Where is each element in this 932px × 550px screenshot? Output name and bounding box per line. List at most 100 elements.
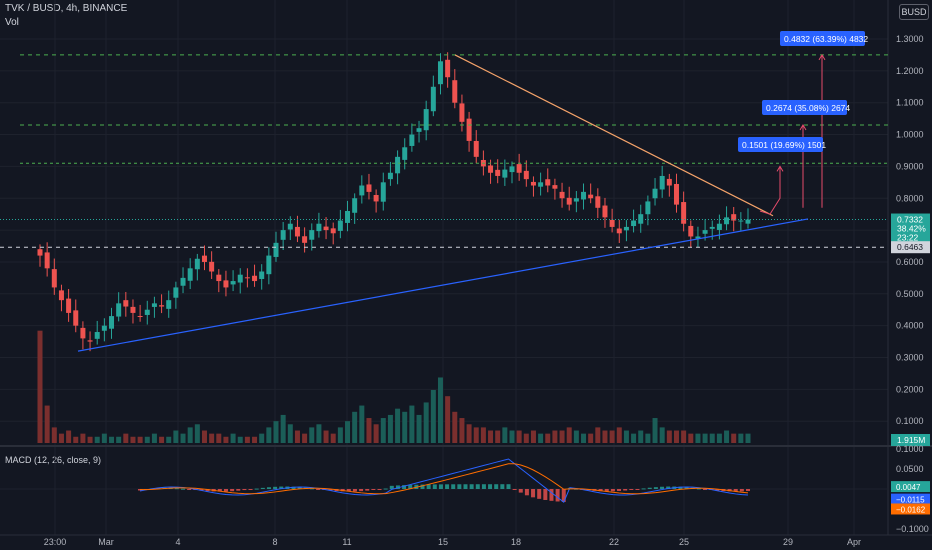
candle-body (566, 197, 572, 205)
candle-body (588, 194, 594, 199)
macd-histogram-bar (617, 489, 622, 492)
candle-body (151, 303, 157, 307)
candle-body (695, 236, 701, 239)
macd-histogram-bar (316, 489, 321, 490)
volume-bar (495, 430, 501, 443)
candle-body (430, 86, 436, 112)
candle-body (159, 305, 165, 307)
volume-bar (137, 436, 143, 443)
candle-body (738, 220, 744, 222)
macd-indicator-label[interactable]: MACD (12, 26, close, 9) (5, 455, 102, 465)
price-axis-tick: 1.1000 (896, 98, 924, 108)
macd-histogram-bar (445, 484, 450, 489)
currency-button[interactable]: BUSD (899, 4, 929, 20)
macd-histogram-bar (156, 487, 161, 489)
volume-bar (452, 411, 458, 443)
time-axis-tick: Mar (98, 537, 114, 547)
volume-bar (209, 433, 215, 443)
price-axis-tick: 0.1000 (896, 416, 924, 426)
time-axis-tick: 15 (438, 537, 448, 547)
volume-bar (402, 411, 408, 443)
macd-histogram-bar (518, 489, 523, 493)
macd-histogram-bar (500, 484, 505, 489)
macd-histogram-bar (402, 485, 407, 489)
candle-body (252, 275, 258, 282)
candle-body (402, 147, 408, 160)
volume-bar (302, 433, 308, 443)
macd-histogram-bar (696, 488, 701, 490)
macd-histogram-bar (223, 489, 228, 492)
volume-bar (423, 402, 429, 443)
volume-bar (409, 405, 415, 443)
candle-body (209, 261, 215, 272)
candle-body (545, 179, 551, 186)
volume-bar (101, 433, 107, 443)
volume-bar (166, 436, 172, 443)
volume-bar (237, 436, 243, 443)
candle-body (166, 300, 172, 309)
macd-histogram-bar (389, 485, 394, 489)
volume-bar (652, 418, 658, 443)
macd-histogram-bar (451, 484, 456, 489)
arrow-head-icon (818, 53, 826, 61)
volume-bar (387, 414, 393, 443)
candle-body (473, 141, 479, 157)
price-axis-tick: 0.8000 (896, 193, 924, 203)
volume-indicator-label[interactable]: Vol (5, 17, 19, 28)
macd-histogram-bar (187, 489, 192, 490)
ascending-trendline (77, 218, 809, 352)
candle-body (109, 316, 115, 329)
macd-histogram-bar (254, 488, 259, 490)
candle-body (101, 325, 107, 331)
macd-histogram-bar (432, 484, 437, 489)
volume-bar (659, 427, 665, 443)
macd-histogram-bar (377, 489, 382, 490)
macd-histogram-bar (365, 489, 370, 491)
candle-body (323, 226, 329, 231)
candle-body (523, 170, 529, 180)
macd-value-label: 0.0047 (896, 483, 921, 492)
macd-histogram-bar (469, 484, 474, 489)
volume-bar (688, 433, 694, 443)
candle-body (366, 184, 372, 192)
candle-body (359, 185, 365, 196)
candle-body (230, 281, 236, 285)
volume-bar (538, 433, 544, 443)
volume-bar (559, 430, 565, 443)
candle-body (530, 181, 536, 186)
volume-bar (116, 436, 122, 443)
candle-body (66, 298, 72, 313)
volume-bar (244, 436, 250, 443)
volume-bar (352, 411, 358, 443)
macd-value-label-bg (891, 493, 930, 505)
last-price-value: 0.7332 (897, 215, 923, 225)
candle-body (437, 61, 443, 85)
macd-histogram-bar (524, 489, 529, 496)
volume-bar (638, 430, 644, 443)
volume-bar (731, 433, 737, 443)
candle-body (316, 223, 322, 232)
macd-histogram-bar (739, 489, 744, 492)
candle-body (266, 255, 272, 275)
candle-body (623, 226, 629, 231)
macd-histogram-bar (180, 488, 185, 490)
price-axis-tick: 0.5000 (896, 289, 924, 299)
volume-bar (194, 424, 200, 443)
volume-bar (709, 433, 715, 443)
volume-bar (430, 389, 436, 443)
candle-body (302, 236, 308, 243)
volume-bar (631, 433, 637, 443)
support-level-label-bg (891, 241, 930, 254)
candle-body (595, 196, 601, 208)
volume-bar (323, 430, 329, 443)
volume-bar (94, 436, 100, 443)
candle-body (87, 340, 93, 342)
macd-histogram-bar (549, 489, 554, 501)
macd-signal-line (139, 463, 749, 495)
volume-bar (595, 427, 601, 443)
target-badge (780, 31, 865, 46)
candle-body (116, 303, 122, 317)
macd-histogram-bar (678, 486, 683, 489)
symbol-title[interactable]: TVK / BUSD, 4h, BINANCE (5, 3, 128, 14)
